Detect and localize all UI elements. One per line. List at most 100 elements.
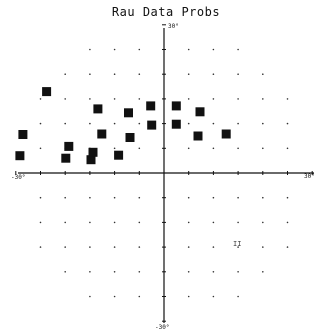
grid-dot (138, 221, 141, 224)
x-max-label: 30° (304, 173, 315, 180)
grid-dot (212, 295, 215, 298)
grid-dot (113, 48, 116, 51)
grid-dot (138, 48, 141, 51)
grid-dot (89, 221, 91, 224)
grid-dot (237, 147, 239, 150)
grid-dot (286, 221, 289, 224)
grid-dot (138, 196, 141, 199)
grid-dot (286, 147, 289, 150)
grid-dot (237, 48, 239, 51)
grid-dot (39, 122, 42, 125)
data-point (86, 155, 96, 165)
grid-dot (212, 147, 215, 150)
grid-dot (187, 73, 190, 75)
grid-dot (138, 246, 141, 248)
grid-dot (212, 271, 215, 273)
data-point (42, 87, 52, 97)
x-min-label: -30° (11, 174, 25, 181)
data-point (61, 153, 71, 163)
grid-dot (286, 122, 289, 125)
data-point (193, 131, 203, 141)
grid-dot (187, 246, 190, 248)
grid-dot (187, 196, 190, 199)
data-point (221, 129, 231, 139)
grid-dot (89, 122, 91, 125)
grid-dot (262, 271, 264, 273)
grid-dot (262, 73, 264, 75)
grid-dot (138, 295, 141, 298)
grid-dot (187, 48, 190, 51)
data-point (171, 119, 181, 129)
data-point (64, 141, 74, 151)
data-point (114, 150, 124, 160)
data-point (15, 151, 25, 161)
grid-dot (262, 221, 264, 224)
grid-dot (138, 98, 141, 100)
grid-dot (64, 122, 66, 125)
grid-dot (286, 196, 289, 199)
grid-dot (262, 246, 264, 248)
dot-grid (39, 48, 289, 298)
data-point (97, 129, 107, 139)
data-point (125, 133, 135, 142)
grid-dot (237, 73, 239, 75)
grid-dot (187, 295, 190, 298)
chart-title: Rau Data Probs (112, 5, 220, 19)
grid-dot (113, 196, 116, 199)
grid-dot (64, 196, 66, 199)
grid-dot (39, 147, 42, 150)
grid-dot (113, 221, 116, 224)
grid-dot (64, 271, 66, 273)
grid-dot (113, 246, 116, 248)
grid-dot (286, 98, 289, 100)
grid-dot (286, 246, 289, 248)
grid-dot (113, 98, 116, 100)
data-point (88, 147, 98, 157)
grid-dot (138, 122, 141, 125)
data-point (18, 130, 28, 139)
grid-dot (39, 221, 42, 224)
grid-dot (89, 246, 91, 248)
grid-dot (113, 73, 116, 75)
grid-dot (138, 271, 141, 273)
grid-dot (237, 271, 239, 273)
grid-dot (212, 246, 215, 248)
grid-dot (187, 271, 190, 273)
grid-dot (237, 246, 239, 248)
grid-dot (89, 271, 91, 273)
grid-dot (113, 147, 116, 150)
grid-dot (113, 271, 116, 273)
data-point (93, 104, 103, 114)
axis-ticks (15, 24, 313, 322)
grid-dot (64, 246, 66, 248)
grid-dot (138, 73, 141, 75)
grid-dot (237, 122, 239, 125)
grid-dot (89, 196, 91, 199)
data-point (146, 101, 156, 111)
grid-dot (64, 221, 66, 224)
grid-dot (64, 73, 66, 75)
grid-dot (187, 221, 190, 224)
grid-dot (187, 98, 190, 100)
data-point (147, 120, 157, 130)
grid-dot (262, 122, 264, 125)
grid-dot (89, 73, 91, 75)
y-max-label: 30° (168, 23, 179, 30)
grid-dot (237, 221, 239, 224)
grid-dot (64, 98, 66, 100)
grid-dot (89, 48, 91, 51)
grid-dot (39, 196, 42, 199)
grid-dot (187, 147, 190, 150)
grid-dot (237, 98, 239, 100)
grid-dot (212, 98, 215, 100)
y-min-label: -30° (155, 324, 169, 331)
data-points (15, 87, 231, 165)
grid-dot (262, 147, 264, 150)
grid-dot (212, 122, 215, 125)
grid-dot (262, 98, 264, 100)
grid-dot (212, 73, 215, 75)
grid-dot (212, 221, 215, 224)
grid-dot (138, 147, 141, 150)
grid-dot (212, 196, 215, 199)
